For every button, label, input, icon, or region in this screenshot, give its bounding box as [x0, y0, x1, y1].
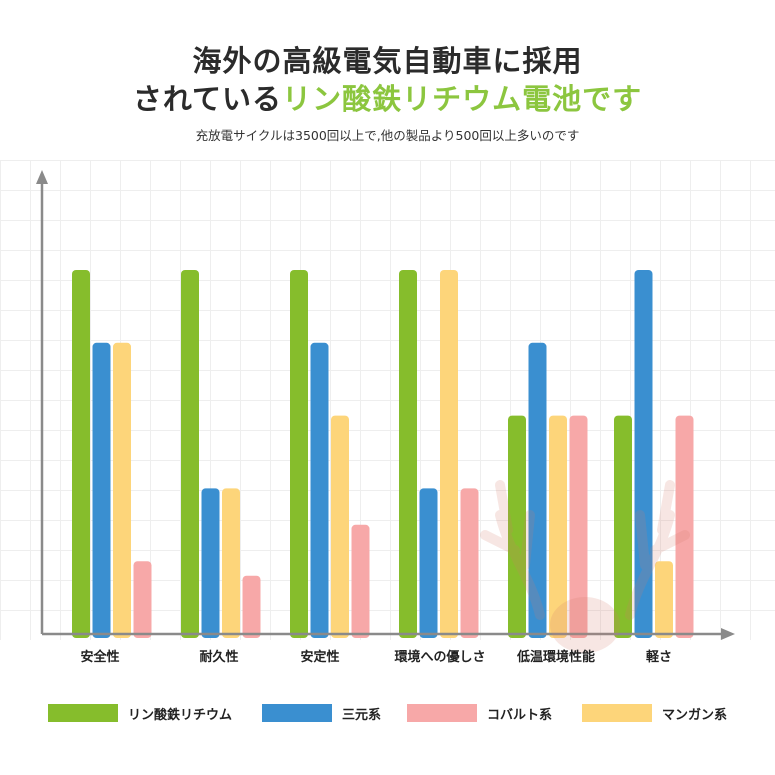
- bar-4-1: [528, 342, 547, 638]
- title-highlight: リン酸鉄リチウム電池です: [282, 82, 643, 116]
- bar-0-0: [72, 270, 90, 638]
- bar-5-1: [634, 270, 653, 638]
- bar-1-3: [242, 575, 261, 638]
- bar-4-0: [508, 415, 526, 638]
- legend-label: リン酸鉄リチウム: [128, 708, 233, 723]
- bar-3-0: [399, 270, 417, 638]
- bar-2-2: [331, 415, 349, 638]
- legend-label: 三元系: [342, 708, 382, 723]
- bar-0-2: [113, 342, 131, 638]
- y-axis-arrow: [36, 170, 48, 184]
- bar-5-2: [655, 561, 673, 638]
- bar-3-3: [460, 488, 479, 638]
- bar-1-2: [222, 488, 240, 638]
- x-tick-label: 環境への優しさ: [394, 650, 486, 665]
- legend-swatch-blue: [262, 704, 332, 722]
- legend-label: コバルト系: [487, 708, 553, 723]
- x-tick-label: 安全性: [80, 650, 120, 665]
- x-axis-arrow: [721, 628, 735, 640]
- bar-2-1: [310, 342, 329, 638]
- bars-group: [72, 270, 694, 638]
- x-tick-label: 低温環境性能: [516, 650, 596, 665]
- x-tick-label: 安定性: [300, 650, 340, 665]
- x-tick-label: 耐久性: [199, 650, 239, 665]
- subtitle: 充放電サイクルは3500回以上で,他の製品より500回以上多いのです: [195, 128, 580, 143]
- page-title-line1: 海外の高級電気自動車に採用: [192, 44, 583, 78]
- bar-4-2: [549, 415, 567, 638]
- bar-1-0: [181, 270, 199, 638]
- legend-swatch-pink: [407, 704, 477, 722]
- bar-5-0: [614, 415, 632, 638]
- bar-5-3: [675, 415, 694, 638]
- deer-antler-logo-icon: [480, 480, 690, 653]
- bar-chart: [0, 160, 775, 640]
- bar-0-3: [133, 561, 152, 638]
- bar-2-3: [351, 524, 370, 638]
- legend-swatch-green: [48, 704, 118, 722]
- x-tick-label: 軽さ: [645, 650, 673, 665]
- legend-swatch-yellow: [582, 704, 652, 722]
- bar-3-1: [419, 488, 438, 638]
- page-title-line2: されているリン酸鉄リチウム電池です: [0, 76, 775, 118]
- bar-1-1: [201, 488, 220, 638]
- bar-4-3: [569, 415, 588, 638]
- axes-group: [36, 170, 735, 640]
- legend-label: マンガン系: [662, 708, 728, 723]
- bar-3-2: [440, 270, 458, 638]
- bar-0-1: [92, 342, 111, 638]
- title-prefix: されている: [132, 82, 283, 116]
- bar-2-0: [290, 270, 308, 638]
